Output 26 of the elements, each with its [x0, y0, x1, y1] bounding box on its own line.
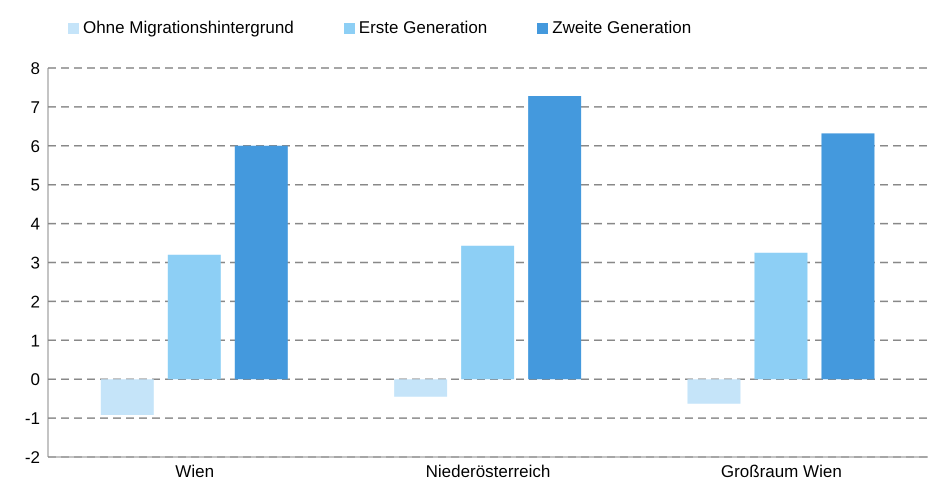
- y-tick-label: -2: [24, 448, 40, 468]
- bar: [100, 379, 154, 415]
- y-tick-label: 1: [30, 331, 40, 350]
- bar: [461, 246, 514, 380]
- legend-label: Zweite Generation: [552, 18, 692, 37]
- y-tick-label: -1: [24, 409, 40, 428]
- x-tick-label: Großraum Wien: [720, 462, 842, 482]
- y-tick-label: 8: [30, 59, 40, 78]
- y-tick-label: 3: [30, 254, 40, 273]
- bar: [821, 133, 874, 380]
- bar: [687, 379, 740, 404]
- y-tick-label: 0: [30, 370, 40, 390]
- legend-label: Erste Generation: [358, 18, 488, 37]
- x-tick-label: Niederösterreich: [426, 462, 550, 482]
- y-tick-label: 5: [30, 176, 40, 195]
- bar: [168, 254, 221, 380]
- y-tick-label: 4: [30, 214, 40, 234]
- bar: [528, 96, 582, 380]
- bar: [754, 252, 808, 380]
- legend-label: Ohne Migrationshintergrund: [83, 18, 294, 37]
- x-tick-label: Wien: [175, 462, 214, 482]
- y-tick-label: 6: [30, 136, 40, 156]
- y-tick-label: 2: [30, 292, 40, 312]
- y-tick-label: 7: [30, 98, 40, 117]
- bar: [234, 146, 288, 380]
- bar: [394, 379, 448, 397]
